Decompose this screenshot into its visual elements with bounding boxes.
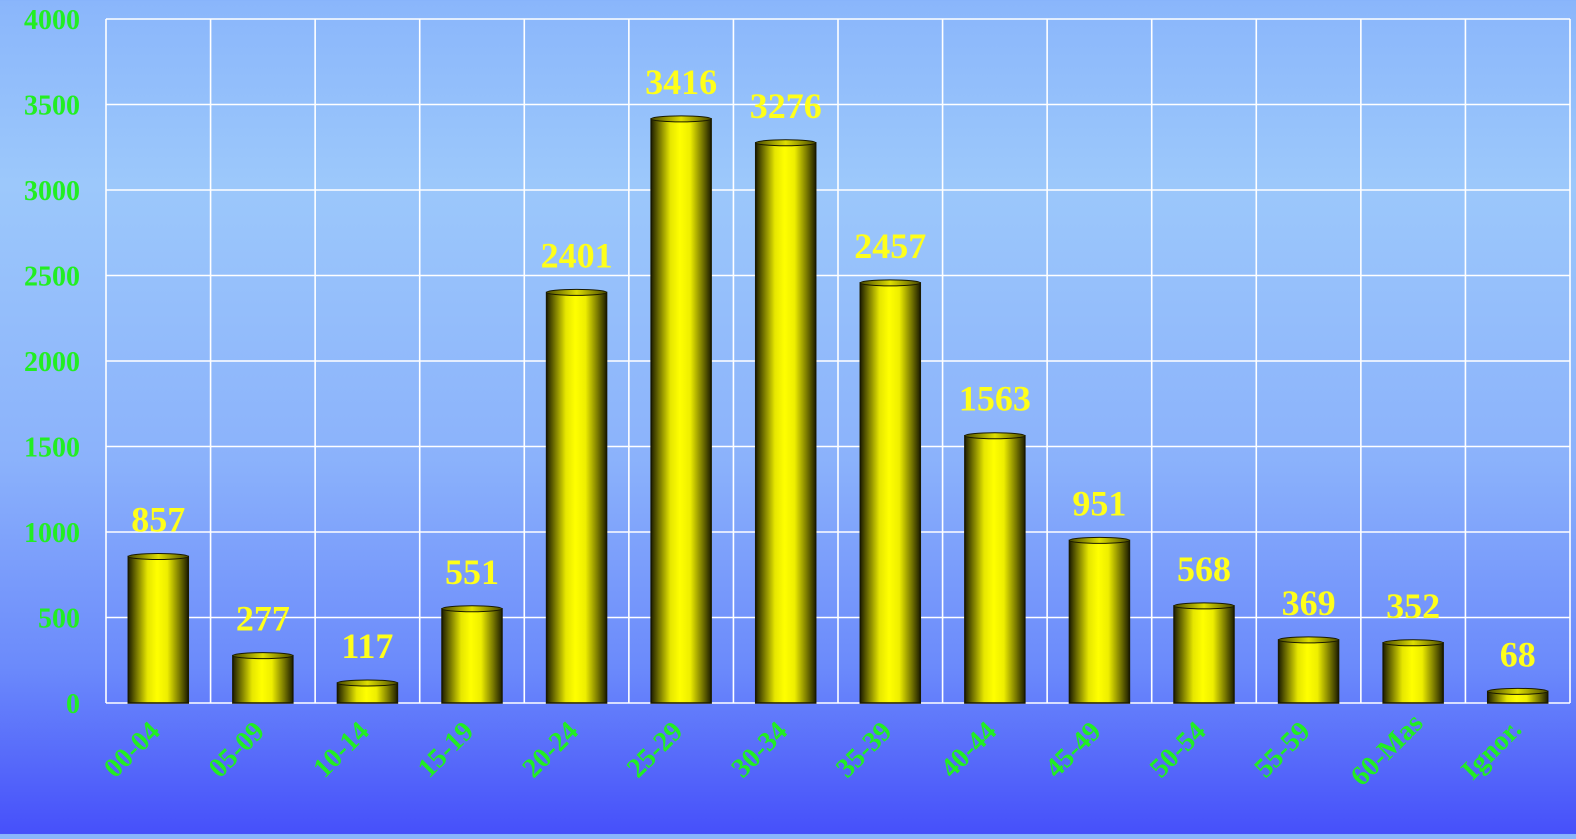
bar: [1277, 639, 1340, 704]
x-tick-label: 45-49: [1039, 716, 1107, 784]
y-tick-label: 2000: [24, 347, 80, 378]
data-label: 551: [445, 552, 499, 592]
data-labels: 857 277 117 551 2401 3416 3276 2457 1563 951 568 36…: [131, 62, 1535, 675]
bar: [1173, 605, 1235, 704]
x-tick-label: 50-54: [1144, 716, 1212, 784]
data-label: 857: [131, 499, 185, 539]
x-tick-label: Ignor.: [1456, 714, 1528, 786]
gridlines: [105, 18, 1571, 704]
y-tick-label: 3500: [24, 91, 80, 122]
x-tick-label: 10-14: [307, 716, 375, 784]
y-tick-label: 4000: [24, 5, 80, 36]
bar: [1068, 539, 1131, 704]
bar-top-cap: [964, 432, 1026, 440]
bars: [127, 115, 1549, 704]
bar-top-cap: [1382, 639, 1444, 647]
data-label: 352: [1386, 586, 1440, 626]
x-tick-label: 25-29: [621, 716, 689, 784]
data-label: 951: [1072, 483, 1126, 523]
bar-top-cap: [755, 139, 817, 147]
y-tick-label: 1000: [24, 518, 80, 549]
bar-top-cap: [127, 552, 189, 560]
bar-top-cap: [1487, 687, 1549, 695]
data-label: 2457: [854, 226, 926, 266]
y-tick-label: 0: [66, 689, 80, 720]
x-tick-label: 40-44: [935, 716, 1003, 784]
x-tick-label: 55-59: [1249, 716, 1317, 784]
bar-top-cap: [1068, 536, 1130, 544]
bar: [441, 608, 503, 704]
y-tick-label: 500: [38, 604, 80, 635]
bar-top-cap: [336, 679, 398, 687]
x-axis-tick-labels: 00-04 05-09 10-14 15-19 20-24 25-29 30-34 35-39…: [98, 708, 1528, 793]
bar-top-cap: [859, 279, 921, 287]
y-axis-tick-labels: 0 500 1000 1500 2000 2500 3000 3500 4000: [24, 5, 80, 720]
data-label: 2401: [541, 235, 613, 275]
x-tick-label: 20-24: [517, 716, 585, 784]
data-label: 277: [236, 599, 290, 639]
bar-top-cap: [232, 652, 294, 660]
bar: [127, 555, 190, 704]
x-tick-label: 35-39: [830, 716, 898, 784]
data-label: 568: [1177, 549, 1231, 589]
bar: [232, 654, 294, 704]
bar-top-cap: [546, 288, 608, 296]
y-tick-label: 3000: [24, 176, 80, 207]
bar: [859, 282, 922, 704]
bar: [1382, 642, 1444, 704]
bar-top-cap: [1278, 636, 1340, 644]
data-label: 1563: [959, 379, 1031, 419]
x-tick-label: 15-19: [412, 716, 480, 784]
data-label: 3416: [645, 62, 717, 102]
x-tick-label: 05-09: [203, 716, 271, 784]
bar: [545, 291, 608, 704]
bar: [964, 434, 1026, 704]
data-label: 369: [1282, 583, 1336, 623]
x-tick-label: 00-04: [98, 716, 166, 784]
bar: [754, 142, 817, 704]
x-tick-label: 60-Mas: [1345, 708, 1430, 793]
bar-top-cap: [1173, 602, 1235, 610]
data-label: 68: [1500, 634, 1536, 674]
data-label: 117: [341, 626, 393, 666]
x-tick-label: 30-34: [726, 716, 794, 784]
bar-top-cap: [650, 115, 712, 123]
y-tick-label: 1500: [24, 433, 80, 464]
bar-top-cap: [441, 605, 503, 613]
y-tick-label: 2500: [24, 262, 80, 293]
bar: [650, 118, 712, 704]
data-label: 3276: [750, 86, 822, 126]
